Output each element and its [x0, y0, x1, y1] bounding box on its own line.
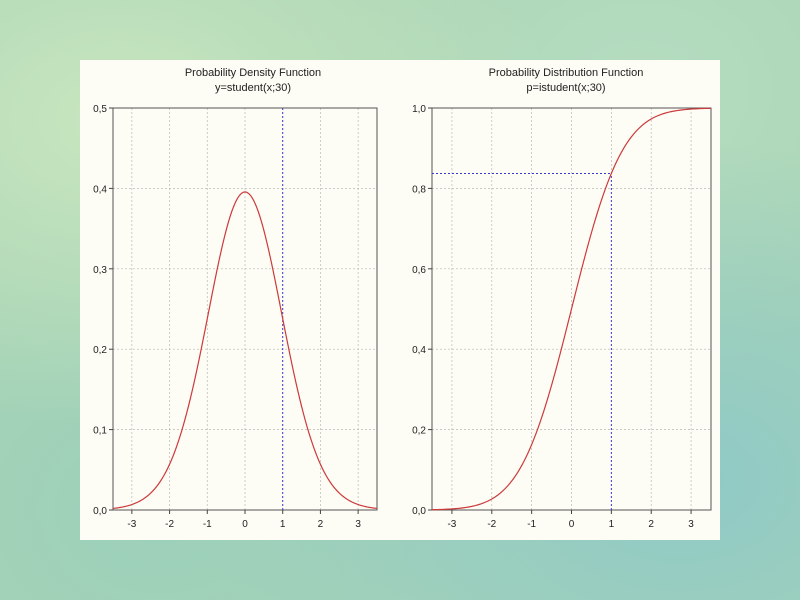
- chart0-ytick-label-1: 0,1: [93, 426, 107, 437]
- chart1-ytick-label-0: 0,0: [412, 506, 426, 517]
- chart0-ytick-label-4: 0,4: [93, 184, 107, 195]
- chart0-title: Probability Density Function: [185, 67, 321, 79]
- chart1-subtitle: p=istudent(x;30): [526, 82, 605, 94]
- chart0-xtick-label-5: 2: [318, 519, 324, 530]
- chart1-xtick-label-2: -1: [527, 519, 536, 530]
- chart1-xtick-label-1: -2: [487, 519, 496, 530]
- chart1-xtick-label-5: 2: [648, 519, 654, 530]
- chart0-ytick-label-2: 0,2: [93, 345, 107, 356]
- chart0-xtick-label-6: 3: [355, 519, 361, 530]
- chart0-ytick-label-0: 0,0: [93, 506, 107, 517]
- chart0-series-line: [112, 191, 378, 510]
- chart0-xtick-label-1: -2: [165, 519, 174, 530]
- chart1-ytick-label-5: 1,0: [412, 104, 426, 115]
- charts-svg: Probability Density Function y=student(x;…: [93, 67, 712, 530]
- chart1-ytick-label-2: 0,4: [412, 345, 426, 356]
- chart1-xtick-label-3: 0: [569, 519, 575, 530]
- chart1-series-line: [431, 107, 712, 511]
- chart1-ytick-label-3: 0,6: [412, 265, 426, 276]
- chart1-xtick-label-4: 1: [609, 519, 615, 530]
- chart1-ytick-label-4: 0,8: [412, 184, 426, 195]
- chart0-xtick-label-2: -1: [203, 519, 212, 530]
- chart1-ytick-label-1: 0,2: [412, 426, 426, 437]
- chart0-xtick-label-4: 1: [280, 519, 286, 530]
- chart0-ytick-label-5: 0,5: [93, 104, 107, 115]
- chart-panel: Probability Density Function y=student(x;…: [80, 60, 720, 540]
- chart0-xtick-label-0: -3: [127, 519, 136, 530]
- chart0-subtitle: y=student(x;30): [215, 82, 291, 94]
- chart1-title: Probability Distribution Function: [489, 67, 644, 79]
- chart0-ytick-label-3: 0,3: [93, 265, 107, 276]
- chart0-xtick-label-3: 0: [242, 519, 248, 530]
- chart1-xtick-label-6: 3: [688, 519, 694, 530]
- chart1-xtick-label-0: -3: [447, 519, 456, 530]
